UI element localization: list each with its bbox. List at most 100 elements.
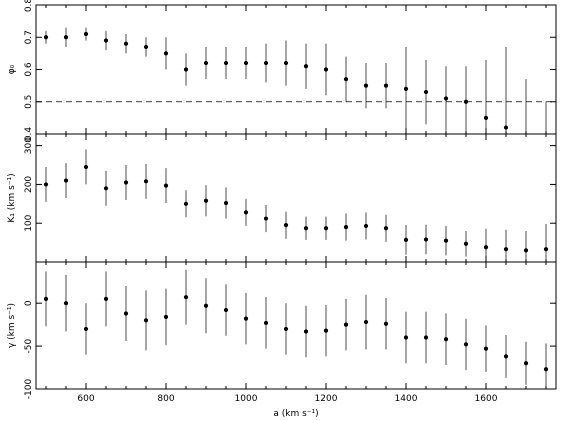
data-point — [543, 247, 549, 252]
panels-layer: 0.4 0.5 0.6 0.7 0.8 φ₀ 100 200 300 K₁ (km s⁻¹) -10… — [7, 0, 557, 404]
data-point — [343, 322, 349, 327]
data-point — [103, 186, 109, 191]
x-tick-label: 600 — [77, 394, 94, 404]
data-point — [83, 31, 89, 37]
panel-2-y-label: K₁ (km s⁻¹) — [7, 173, 17, 222]
x-tick-label: 800 — [157, 394, 174, 404]
data-point — [103, 38, 109, 43]
data-point — [303, 64, 309, 69]
data-point — [263, 60, 269, 66]
data-point — [203, 60, 209, 66]
panel-2: 100 200 300 K₁ (km s⁻¹) — [7, 133, 557, 263]
y-tick-label: 100 — [24, 214, 34, 231]
y-tick-label: 0 — [24, 300, 34, 306]
x-axis-label: a (km s⁻¹) — [273, 409, 318, 419]
data-point — [443, 238, 449, 243]
x-tick-label: 1600 — [475, 394, 498, 404]
panel-1: 0.4 0.5 0.6 0.7 0.8 φ₀ — [7, 0, 557, 142]
data-point — [123, 41, 129, 46]
panel-3-frame — [35, 261, 557, 390]
data-point — [43, 35, 49, 40]
y-tick-label: 300 — [24, 137, 34, 154]
data-point — [263, 216, 269, 221]
data-point — [403, 237, 409, 242]
data-point — [243, 316, 249, 321]
y-tick-label: -100 — [24, 379, 34, 400]
y-tick-label: 0.4 — [24, 127, 34, 142]
data-point — [163, 183, 169, 188]
data-point — [463, 342, 469, 347]
data-point — [523, 361, 529, 366]
x-tick-label: 1400 — [395, 394, 418, 404]
data-point — [403, 335, 409, 340]
data-point — [443, 96, 449, 101]
data-point — [323, 226, 329, 231]
data-point — [223, 307, 229, 313]
y-tick-label: 0.8 — [24, 0, 34, 12]
data-point — [283, 60, 289, 66]
data-point — [63, 301, 69, 306]
y-tick-label: -50 — [24, 338, 34, 353]
data-point — [83, 326, 89, 332]
data-point — [203, 198, 209, 203]
y-tick-label: 200 — [24, 176, 34, 193]
data-point — [383, 321, 389, 326]
y-tick-label: 0.6 — [24, 62, 34, 77]
data-point — [63, 178, 69, 183]
data-point — [463, 99, 469, 104]
data-point — [103, 296, 109, 301]
data-point — [143, 44, 149, 50]
data-point — [343, 77, 349, 82]
data-point — [163, 51, 169, 56]
data-point — [223, 60, 229, 66]
data-point — [183, 295, 189, 300]
data-point — [143, 318, 149, 323]
data-point — [263, 320, 269, 326]
data-point — [303, 329, 309, 334]
data-point — [243, 210, 249, 215]
x-tick-label: 1000 — [235, 394, 258, 404]
data-point — [523, 248, 529, 253]
panel-3-y-label: γ (km s⁻¹) — [7, 303, 17, 348]
panel-1-frame — [35, 4, 557, 135]
data-point — [123, 180, 129, 185]
data-point — [503, 125, 509, 130]
data-point — [503, 354, 509, 359]
data-point — [423, 335, 429, 340]
data-point — [283, 326, 289, 332]
data-point — [363, 83, 369, 88]
y-tick-label: 0.5 — [24, 95, 34, 109]
data-point — [483, 346, 489, 351]
data-point — [43, 182, 49, 187]
data-point — [323, 328, 329, 333]
data-point — [403, 86, 409, 91]
panel-3: -100 -50 0 γ (km s⁻¹) 600 800 1000 1200 1400 1600 — [7, 261, 557, 404]
data-point — [363, 319, 369, 325]
panel-2-frame — [35, 133, 557, 263]
data-point — [183, 67, 189, 72]
data-point — [363, 223, 369, 229]
data-point — [423, 237, 429, 242]
data-point — [343, 224, 349, 230]
y-tick-label: 0.7 — [24, 30, 34, 44]
data-point — [143, 179, 149, 184]
data-point — [303, 226, 309, 231]
data-point — [323, 67, 329, 72]
data-point — [123, 311, 129, 316]
data-point — [483, 115, 489, 120]
data-point — [423, 89, 429, 95]
data-point — [243, 60, 249, 66]
x-tick-label: 1200 — [315, 394, 338, 404]
data-point — [183, 201, 189, 206]
data-point — [383, 83, 389, 88]
data-point — [543, 367, 549, 372]
data-point — [503, 247, 509, 252]
data-point — [463, 241, 469, 246]
data-point — [283, 223, 289, 228]
data-point — [483, 245, 489, 250]
data-point — [63, 35, 69, 40]
panel-1-y-label: φ₀ — [7, 64, 17, 74]
data-point — [383, 226, 389, 231]
data-point — [203, 303, 209, 308]
